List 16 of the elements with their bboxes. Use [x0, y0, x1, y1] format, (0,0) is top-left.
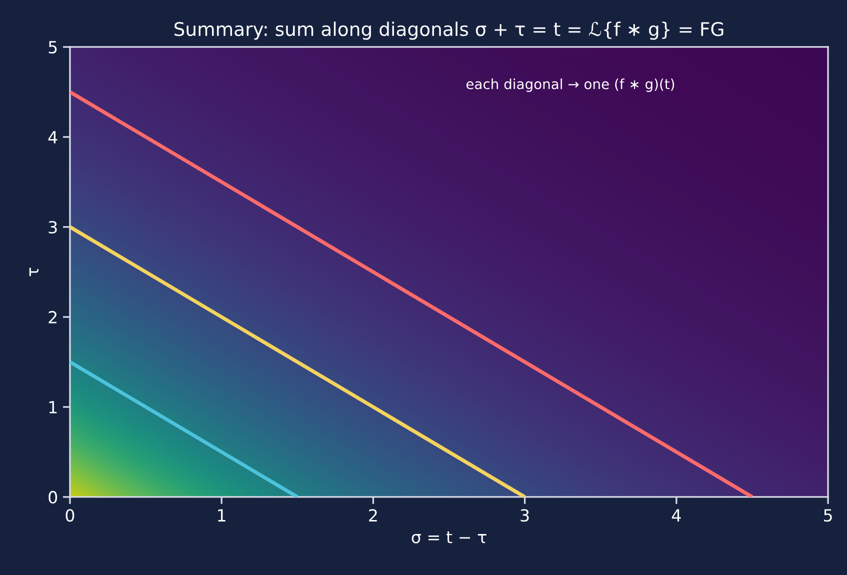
x-tick-label: 0 — [66, 509, 74, 522]
x-tick-label: 5 — [824, 509, 832, 522]
y-tick-label: 2 — [48, 310, 56, 324]
x-axis-title: σ = t − τ — [412, 531, 486, 544]
y-tick-label: 5 — [48, 41, 57, 54]
annotation: each diagonal → one (f ∗ g)(t) — [466, 78, 674, 92]
x-tick-label: 3 — [520, 509, 529, 522]
x-tick-label: 4 — [672, 509, 681, 522]
chart-title: Summary: sum along diagonals σ + τ = t = ℒ{f ∗ g} = FG — [174, 22, 724, 40]
y-tick-label: 0 — [48, 490, 58, 504]
y-tick-label: 4 — [48, 131, 58, 144]
x-tick-label: 2 — [369, 509, 377, 522]
y-tick-label: 1 — [49, 401, 57, 414]
x-tick-label: 1 — [218, 509, 226, 522]
y-axis-title: τ — [29, 268, 39, 276]
y-tick-label: 3 — [48, 220, 57, 234]
